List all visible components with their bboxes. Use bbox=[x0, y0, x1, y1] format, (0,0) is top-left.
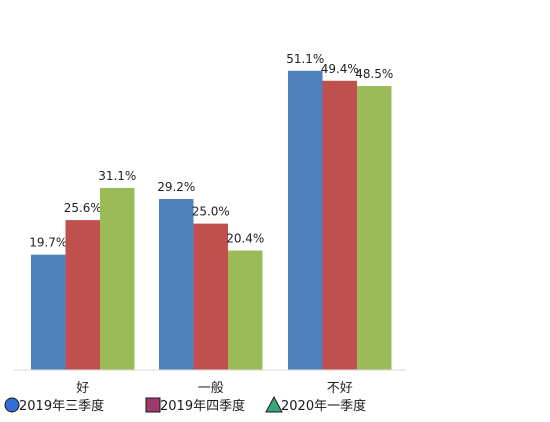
category-label-2: 不好 bbox=[327, 381, 353, 396]
data-label-0-0: 19.7% bbox=[29, 236, 67, 250]
bar-2-0 bbox=[288, 70, 323, 370]
category-labels: 好 一般 不好 bbox=[76, 380, 353, 396]
category-label-0: 好 bbox=[76, 381, 89, 396]
bar-0-2 bbox=[100, 187, 135, 370]
data-label-2-1: 49.4% bbox=[321, 62, 359, 76]
bar-2-1 bbox=[322, 80, 357, 370]
bar-1-1 bbox=[193, 223, 228, 370]
bar-0-1 bbox=[65, 220, 100, 370]
data-label-0-2: 31.1% bbox=[98, 169, 136, 183]
legend-marker-1 bbox=[145, 397, 161, 413]
legend-marker-0 bbox=[4, 397, 20, 413]
bar-1-0 bbox=[159, 199, 194, 370]
data-label-2-2: 48.5% bbox=[355, 67, 393, 81]
data-label-0-1: 25.6% bbox=[64, 201, 102, 215]
bar-1-2 bbox=[228, 250, 263, 370]
data-label-1-1: 25.0% bbox=[192, 205, 230, 219]
legend-label-0: 2019年三季度 bbox=[19, 398, 104, 414]
bar-0-0 bbox=[31, 254, 66, 370]
legend-marker-2 bbox=[265, 395, 283, 413]
category-label-1: 一般 bbox=[198, 380, 224, 396]
plot-area: 19.7% 25.6% 31.1% 29.2% 25.0% 20.4% 51.1%49.4%… bbox=[29, 52, 393, 370]
legend: 2019年三季度 2019年四季度 2020年一季度 bbox=[4, 395, 366, 414]
legend-label-1: 2019年四季度 bbox=[160, 398, 245, 414]
data-label-1-2: 20.4% bbox=[226, 232, 264, 246]
data-label-1-0: 29.2% bbox=[157, 180, 195, 194]
bar-2-2 bbox=[357, 86, 392, 370]
data-label-2-0: 51.1% bbox=[286, 52, 324, 66]
legend-label-2: 2020年一季度 bbox=[281, 398, 366, 414]
